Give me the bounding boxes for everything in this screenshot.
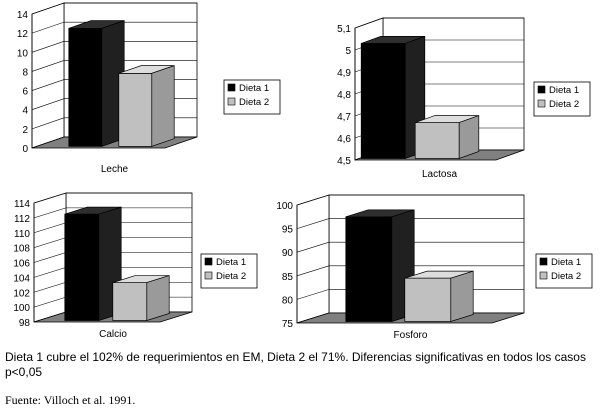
plot-side-wall	[296, 194, 330, 324]
gridline	[33, 207, 192, 219]
x-category-label: Calcio	[99, 329, 127, 340]
legend-swatch	[539, 271, 548, 280]
legend-label: Dieta 1	[551, 257, 581, 268]
y-tick-label: 100	[276, 201, 293, 212]
bar-dieta-1	[68, 28, 103, 147]
y-tick-label: 90	[282, 248, 294, 259]
y-tick-label: 108	[13, 244, 30, 255]
y-tick-label: 12	[17, 29, 29, 40]
figure-caption: Dieta 1 cubre el 102% de requerimientos …	[5, 350, 586, 379]
y-tick-label: 110	[14, 229, 30, 240]
gridline	[31, 40, 197, 53]
y-tick-label: 4,7	[337, 112, 351, 123]
gridline	[31, 60, 197, 72]
y-tick-label: 5,1	[337, 24, 351, 35]
y-tick-label: 80	[282, 295, 294, 306]
legend-label: Dieta 1	[549, 85, 579, 96]
legend-swatch	[227, 97, 236, 106]
x-category-label: Fosforo	[394, 330, 428, 341]
bar-dieta-2	[414, 122, 460, 159]
chart-1: 4,5 4,6 4,7 4,8 4,9 5 5,1 Lactosa Dieta 1 Dieta 2	[337, 17, 591, 180]
chart-0: 0 2 4 6 8 10 12 14 Leche Dieta 1 Dieta 2	[17, 2, 281, 175]
x-category-label: Lactosa	[422, 169, 457, 180]
legend-label: Dieta 2	[239, 97, 269, 108]
gridline	[296, 241, 524, 253]
legend: Dieta 1 Dieta 2	[223, 79, 281, 115]
y-tick-label: 112	[14, 214, 30, 225]
legend-swatch	[537, 99, 546, 108]
legend-swatch	[227, 83, 236, 92]
legend-label: Dieta 2	[551, 271, 581, 282]
y-tick-label: 114	[14, 199, 30, 210]
y-tick-label: 4,5	[337, 156, 351, 167]
y-tick-label: 100	[13, 303, 30, 314]
chart-3: 75 80 85 90 95 100 Fosforo Dieta 1 Dieta 2	[276, 194, 593, 341]
y-tick-label: 14	[17, 10, 29, 21]
y-tick-label: 6	[22, 87, 28, 98]
legend-swatch	[204, 271, 213, 280]
legend: Dieta 1 Dieta 2	[535, 253, 593, 289]
bar-dieta-2	[404, 277, 452, 322]
gridline	[33, 192, 192, 204]
y-tick-label: 0	[22, 144, 28, 155]
bar-dieta-1	[345, 216, 393, 322]
y-tick-label: 104	[13, 273, 30, 284]
legend-label: Dieta 1	[216, 257, 246, 268]
legend: Dieta 1 Dieta 2	[533, 81, 591, 117]
gridline	[354, 17, 524, 29]
gridline	[31, 2, 197, 15]
bar-dieta-2	[118, 72, 153, 147]
y-tick-label: 4,8	[337, 90, 351, 101]
gridline	[296, 218, 524, 229]
y-tick-label: 4,6	[337, 134, 351, 145]
legend-swatch	[204, 257, 213, 266]
y-tick-label: 98	[19, 318, 31, 329]
legend-label: Dieta 1	[239, 83, 269, 94]
y-tick-label: 2	[22, 125, 28, 136]
plot-side-wall	[31, 2, 65, 149]
y-tick-label: 106	[13, 259, 30, 270]
legend: Dieta 1 Dieta 2	[200, 253, 258, 289]
bar-side-dieta-2	[146, 275, 170, 321]
bar-side-dieta-2	[151, 65, 175, 147]
bar-side-dieta-2	[450, 270, 474, 322]
legend-label: Dieta 2	[216, 271, 246, 282]
y-tick-label: 5	[345, 46, 351, 57]
figure-source: Fuente: Villoch et al. 1991.	[5, 393, 136, 407]
y-tick-label: 8	[22, 67, 28, 78]
y-tick-label: 95	[282, 225, 294, 236]
x-category-label: Leche	[101, 164, 129, 175]
y-tick-label: 4	[22, 106, 28, 117]
bar-dieta-2	[112, 282, 148, 321]
bar-dieta-1	[360, 43, 406, 159]
bar-dieta-1	[64, 213, 100, 321]
legend-swatch	[539, 257, 548, 266]
bar-side-dieta-2	[458, 115, 480, 159]
gridline	[31, 21, 197, 34]
gridline	[296, 194, 524, 206]
y-tick-label: 4,9	[337, 68, 351, 79]
legend-swatch	[537, 85, 546, 94]
gridline	[296, 265, 524, 277]
y-tick-label: 75	[282, 319, 294, 330]
legend-label: Dieta 2	[549, 99, 579, 110]
y-tick-label: 85	[282, 272, 294, 283]
y-tick-label: 102	[13, 288, 30, 299]
y-tick-label: 10	[17, 48, 29, 59]
